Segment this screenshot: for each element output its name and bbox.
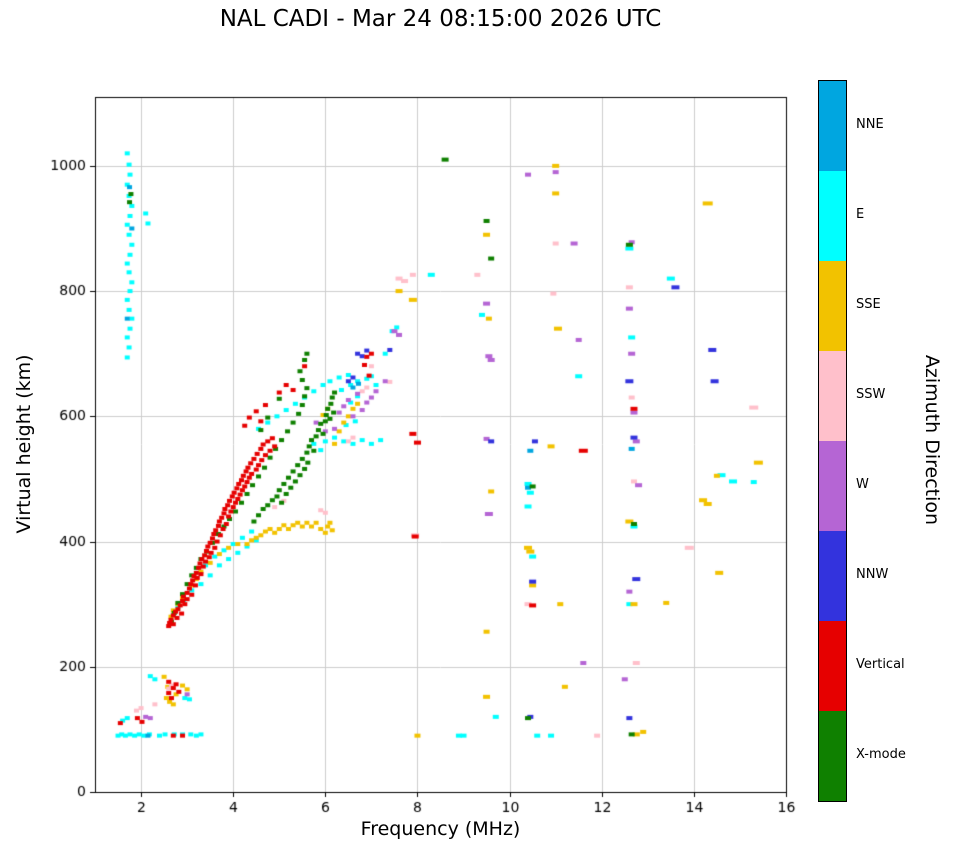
colorbar-segment-x-mode <box>819 711 846 801</box>
x-axis-label: Frequency (MHz) <box>360 818 521 840</box>
colorbar-segment-nnw <box>819 531 846 621</box>
colorbar-label-vertical: Vertical <box>856 657 905 672</box>
azimuth-colorbar <box>818 80 847 802</box>
colorbar-segment-ssw <box>819 351 846 441</box>
colorbar-segment-sse <box>819 261 846 351</box>
colorbar-segment-w <box>819 441 846 531</box>
colorbar-label-x-mode: X-mode <box>856 747 906 762</box>
colorbar-label-ssw: SSW <box>856 387 886 402</box>
colorbar-label-sse: SSE <box>856 297 881 312</box>
colorbar-label-e: E <box>856 207 865 222</box>
colorbar-label-w: W <box>856 477 869 492</box>
colorbar-title: Azimuth Direction <box>921 354 943 526</box>
colorbar-label-nne: NNE <box>856 117 884 132</box>
colorbar-segment-vertical <box>819 621 846 711</box>
colorbar-segment-nne <box>819 81 846 171</box>
colorbar-label-nnw: NNW <box>856 567 889 582</box>
colorbar-segment-e <box>819 171 846 261</box>
y-axis-label: Virtual height (km) <box>13 354 35 534</box>
